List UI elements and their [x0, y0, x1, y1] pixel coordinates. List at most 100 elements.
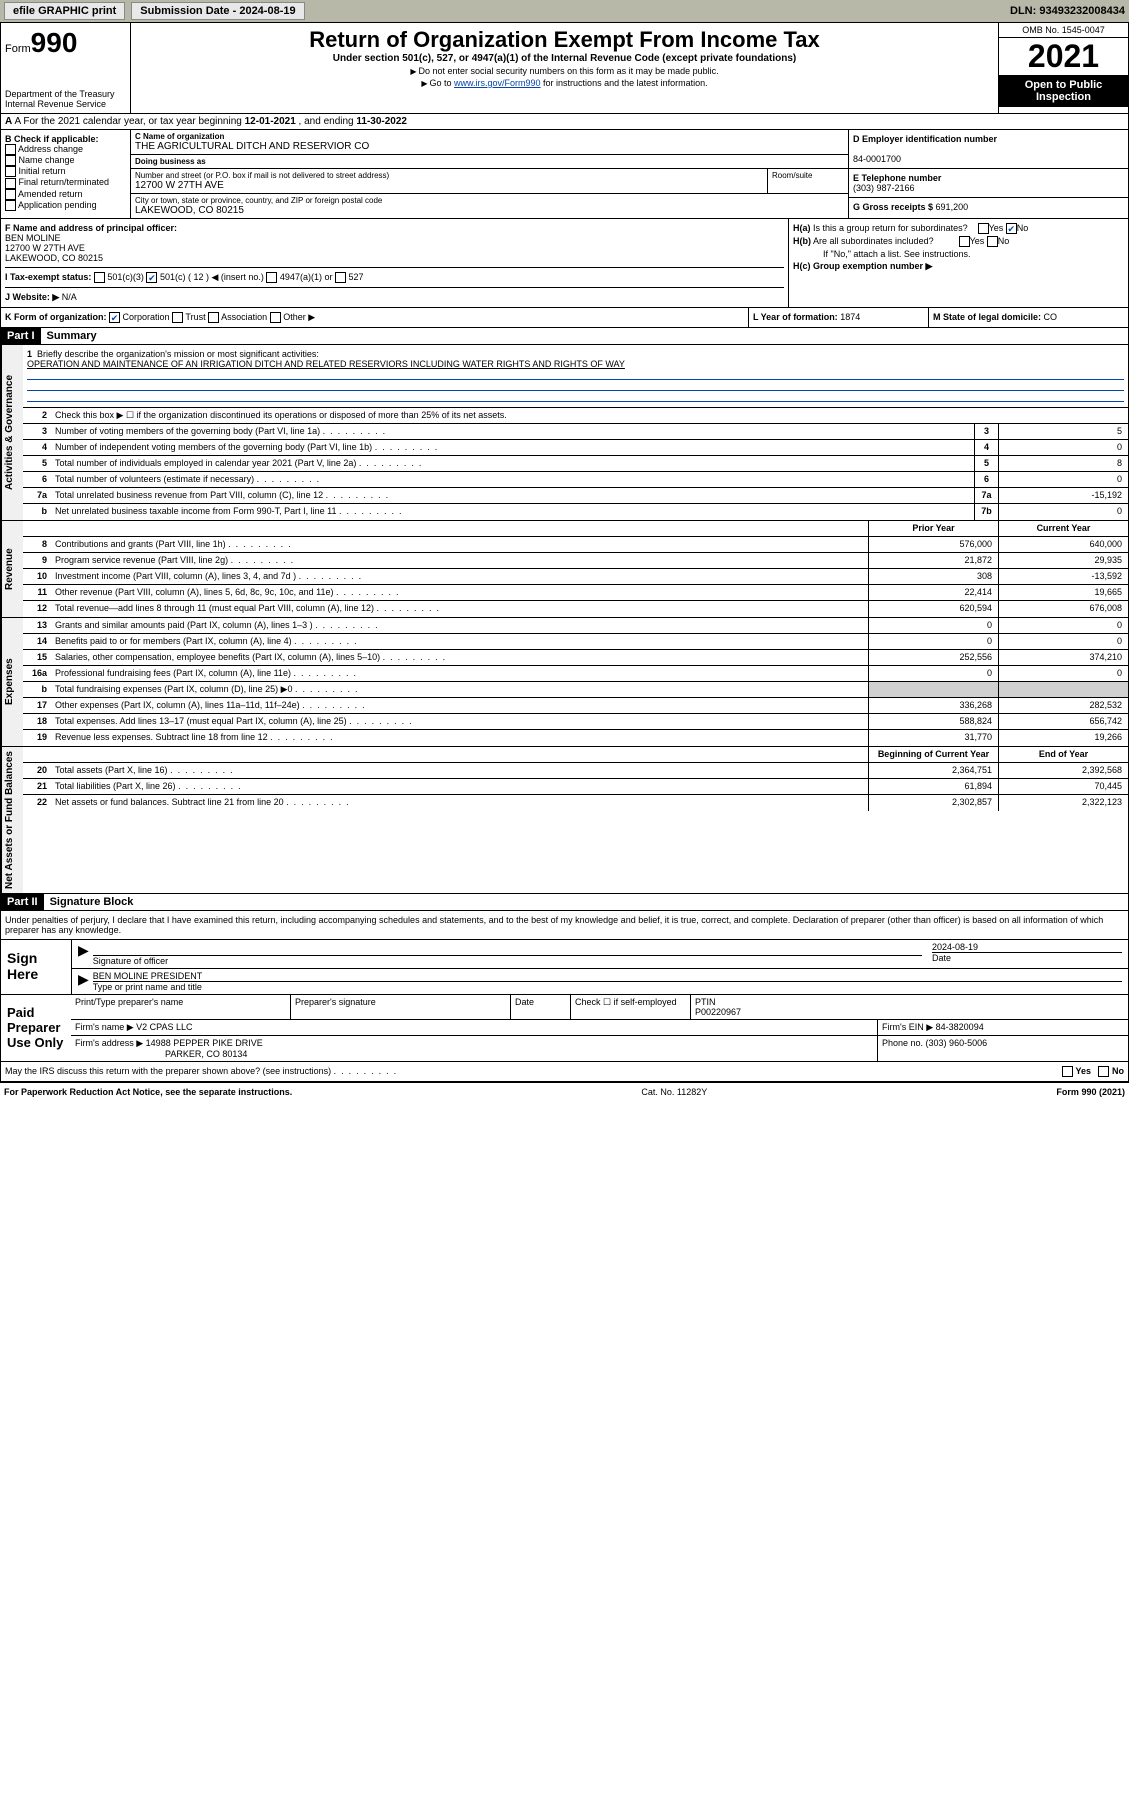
may-irs-row: May the IRS discuss this return with the… [1, 1061, 1128, 1081]
org-name-box: C Name of organization THE AGRICULTURAL … [131, 130, 848, 155]
rev-line: 11Other revenue (Part VIII, column (A), … [23, 585, 1128, 601]
mission-block: 1 Briefly describe the organization's mi… [23, 345, 1128, 408]
irs-link[interactable]: www.irs.gov/Form990 [454, 78, 541, 88]
chk-ha-no[interactable] [1006, 223, 1017, 234]
website-label: J Website: ▶ [5, 292, 59, 302]
exp-line: bTotal fundraising expenses (Part IX, co… [23, 682, 1128, 698]
chk-address-change[interactable]: Address change [5, 144, 126, 155]
section-fgh: F Name and address of principal officer:… [0, 219, 1129, 308]
chk-4947[interactable] [266, 272, 277, 283]
officer-name: BEN MOLINE [5, 233, 784, 243]
sig-intro: Under penalties of perjury, I declare th… [1, 911, 1128, 939]
chk-other[interactable] [270, 312, 281, 323]
gov-line: 7aTotal unrelated business revenue from … [23, 488, 1128, 504]
fgh-right: H(a) Is this a group return for subordin… [788, 219, 1128, 307]
mission-text: OPERATION AND MAINTENANCE OF AN IRRIGATI… [27, 359, 1124, 369]
chk-527[interactable] [335, 272, 346, 283]
chk-initial-return[interactable]: Initial return [5, 166, 126, 177]
rev-line: 12Total revenue—add lines 8 through 11 (… [23, 601, 1128, 617]
firm-addr2: PARKER, CO 80134 [75, 1049, 247, 1059]
footer-cat: Cat. No. 11282Y [292, 1087, 1056, 1097]
page-footer: For Paperwork Reduction Act Notice, see … [0, 1082, 1129, 1101]
prep-date-label: Date [511, 995, 571, 1019]
net-line: 21Total liabilities (Part X, line 26)61,… [23, 779, 1128, 795]
form-title: Return of Organization Exempt From Incom… [135, 27, 994, 53]
sign-here-row: Sign Here ▶Signature of officer2024-08-1… [1, 939, 1128, 994]
paid-preparer-row: Paid Preparer Use Only Print/Type prepar… [1, 994, 1128, 1061]
footer-left: For Paperwork Reduction Act Notice, see … [4, 1087, 292, 1097]
part2-badge: Part II [1, 894, 44, 910]
top-bar: efile GRAPHIC print Submission Date - 20… [0, 0, 1129, 22]
address-box: Number and street (or P.O. box if mail i… [131, 169, 848, 193]
chk-name-change[interactable]: Name change [5, 155, 126, 166]
officer-addr2: LAKEWOOD, CO 80215 [5, 253, 784, 263]
exp-line: 19Revenue less expenses. Subtract line 1… [23, 730, 1128, 746]
chk-trust[interactable] [172, 312, 183, 323]
chk-app-pending[interactable]: Application pending [5, 200, 126, 211]
efile-print-button[interactable]: efile GRAPHIC print [4, 2, 125, 20]
prep-self-employed: Check ☐ if self-employed [571, 995, 691, 1019]
col-begin: Beginning of Current Year [868, 747, 998, 762]
fgh-left: F Name and address of principal officer:… [1, 219, 788, 307]
part1-title: Summary [41, 328, 103, 344]
chk-amended[interactable]: Amended return [5, 189, 126, 200]
header-center: Return of Organization Exempt From Incom… [131, 23, 998, 113]
part1-header-row: Part I Summary [0, 328, 1129, 345]
chk-501c3[interactable] [94, 272, 105, 283]
chk-501c[interactable] [146, 272, 157, 283]
chk-irs-no[interactable] [1098, 1066, 1109, 1077]
vlabel-governance: Activities & Governance [1, 345, 23, 520]
b-label: B Check if applicable: [5, 134, 99, 144]
form-subtitle: Under section 501(c), 527, or 4947(a)(1)… [135, 53, 994, 64]
ein-box: D Employer identification number84-00017… [849, 130, 1128, 169]
inspection-badge: Open to PublicInspection [999, 75, 1128, 107]
chk-hb-no[interactable] [987, 236, 998, 247]
note-link: Go to www.irs.gov/Form990 for instructio… [135, 78, 994, 88]
chk-hb-yes[interactable] [959, 236, 970, 247]
sig-date: 2024-08-19 [932, 942, 1122, 952]
chk-assoc[interactable] [208, 312, 219, 323]
row-k: K Form of organization: Corporation Trus… [0, 308, 1129, 328]
summary-expenses: Expenses 13Grants and similar amounts pa… [0, 618, 1129, 747]
footer-right: Form 990 (2021) [1056, 1087, 1125, 1097]
hc-label: H(c) Group exemption number ▶ [793, 261, 932, 271]
firm-name: V2 CPAS LLC [136, 1022, 192, 1032]
exp-line: 13Grants and similar amounts paid (Part … [23, 618, 1128, 634]
street-address: 12700 W 27TH AVE [135, 180, 763, 191]
summary-governance: Activities & Governance 1 Briefly descri… [0, 345, 1129, 521]
k-label: K Form of organization: [5, 312, 107, 322]
ein: 84-0001700 [853, 154, 901, 164]
net-line: 22Net assets or fund balances. Subtract … [23, 795, 1128, 811]
col-current: Current Year [998, 521, 1128, 536]
exp-line: 15Salaries, other compensation, employee… [23, 650, 1128, 666]
exp-line: 18Total expenses. Add lines 13–17 (must … [23, 714, 1128, 730]
officer-typed-name: BEN MOLINE PRESIDENT [93, 971, 1122, 982]
chk-ha-yes[interactable] [978, 223, 989, 234]
form-word: Form [5, 43, 31, 55]
gross-box: G Gross receipts $ 691,200 [849, 198, 1128, 216]
year-formation: 1874 [840, 312, 860, 322]
ptin: P00220967 [695, 1007, 741, 1017]
omb-number: OMB No. 1545-0047 [999, 23, 1128, 38]
col-b-org-info: C Name of organization THE AGRICULTURAL … [131, 130, 848, 218]
header-left: Form990 Department of the Treasury Inter… [1, 23, 131, 113]
col-end: End of Year [998, 747, 1128, 762]
header-right: OMB No. 1545-0047 2021 Open to PublicIns… [998, 23, 1128, 113]
part2-title: Signature Block [44, 894, 140, 910]
officer-addr1: 12700 W 27TH AVE [5, 243, 784, 253]
dept-treasury: Department of the Treasury [5, 89, 126, 99]
chk-irs-yes[interactable] [1062, 1066, 1073, 1077]
submission-date: Submission Date - 2024-08-19 [131, 2, 304, 20]
phone: (303) 987-2166 [853, 183, 915, 193]
chk-final-return[interactable]: Final return/terminated [5, 177, 126, 188]
sign-here-label: Sign Here [1, 940, 71, 994]
vlabel-netassets: Net Assets or Fund Balances [1, 747, 23, 893]
org-name: THE AGRICULTURAL DITCH AND RESERVIOR CO [135, 141, 844, 152]
gov-line: 6Total number of volunteers (estimate if… [23, 472, 1128, 488]
hb-note: If "No," attach a list. See instructions… [793, 249, 1124, 259]
row-a-tax-year: A A For the 2021 calendar year, or tax y… [0, 114, 1129, 130]
net-line: 20Total assets (Part X, line 16)2,364,75… [23, 763, 1128, 779]
form-number: 990 [31, 27, 78, 58]
chk-corp[interactable] [109, 312, 120, 323]
gov-line: 3Number of voting members of the governi… [23, 424, 1128, 440]
